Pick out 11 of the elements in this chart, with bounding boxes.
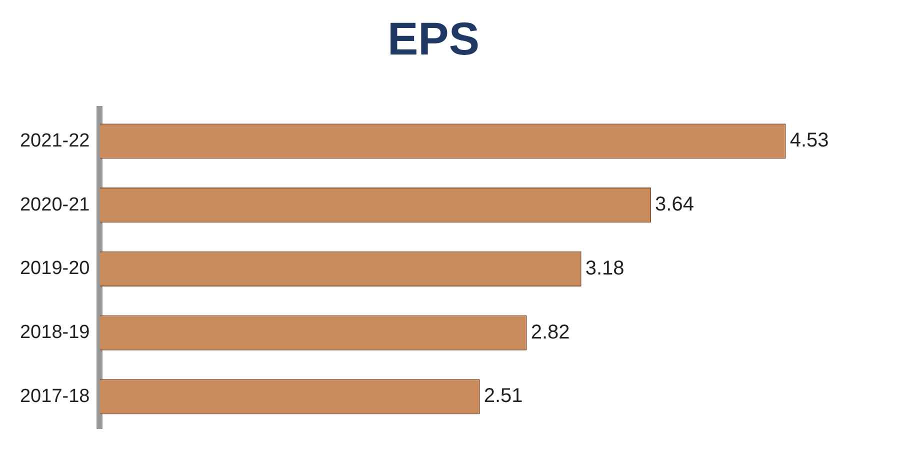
data-label: 3.18 (585, 257, 624, 280)
y-tick-label: 2018-19 (20, 322, 90, 344)
y-tick-label: 2019-20 (20, 258, 90, 280)
data-label: 4.53 (790, 130, 829, 152)
y-tick-label: 2017-18 (20, 386, 90, 407)
y-tick-label: 2021-22 (20, 130, 90, 152)
chart-title: EPS (387, 12, 480, 64)
data-label: 3.64 (655, 194, 694, 216)
data-label: 2.51 (484, 385, 523, 408)
y-tick-label: 2020-21 (20, 194, 90, 216)
data-label: 2.82 (530, 321, 570, 344)
